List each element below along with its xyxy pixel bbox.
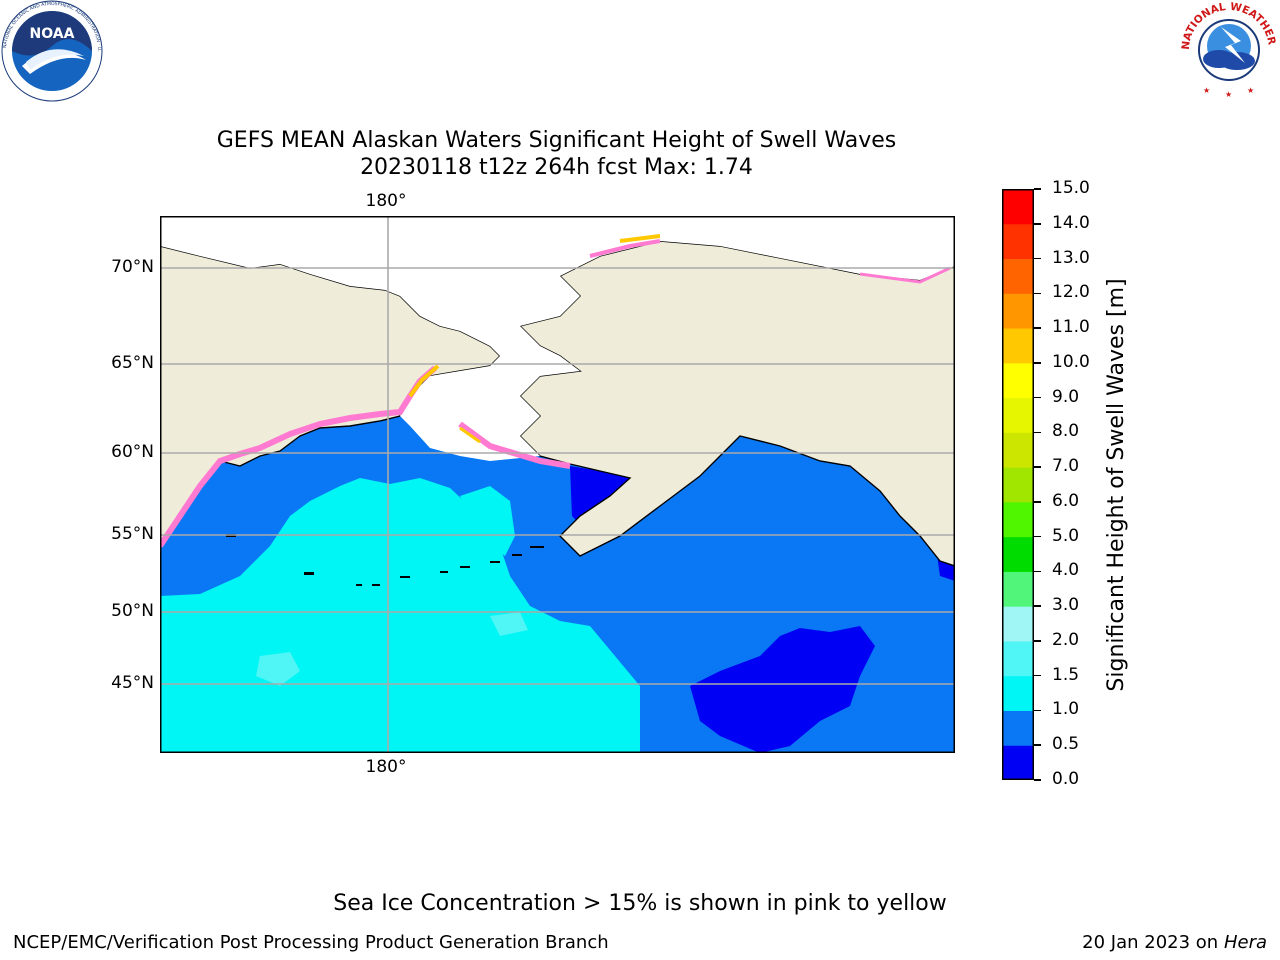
colorbar bbox=[1002, 189, 1034, 781]
colorbar-tick-mark bbox=[1034, 362, 1041, 364]
colorbar-tick-label: 5.0 bbox=[1052, 525, 1080, 546]
colorbar-segment bbox=[1002, 362, 1034, 399]
colorbar-tick-mark bbox=[1034, 570, 1041, 573]
sea-ice-note: Sea Ice Concentration > 15% is shown in … bbox=[333, 891, 947, 916]
footer-date-text: 20 Jan 2023 on bbox=[1082, 932, 1224, 953]
graticule bbox=[160, 216, 955, 753]
colorbar-segment bbox=[1002, 571, 1034, 607]
lat-label-45n: 45°N bbox=[111, 673, 154, 693]
colorbar-title: Significant Height of Swell Waves [m] bbox=[1104, 278, 1129, 692]
svg-text:★: ★ bbox=[1203, 86, 1210, 95]
colorbar-tick-mark bbox=[1034, 640, 1041, 642]
noaa-logo: NOAA NATIONAL OCEANIC AND ATMOSPHERIC AD… bbox=[0, 0, 104, 104]
colorbar-tick-mark bbox=[1034, 396, 1041, 399]
lon-label-top: 180° bbox=[365, 191, 407, 211]
colorbar-tick-mark bbox=[1034, 535, 1041, 538]
colorbar-segment bbox=[1002, 432, 1034, 468]
colorbar-tick-mark bbox=[1034, 292, 1041, 295]
footer-machine: Hera bbox=[1223, 932, 1267, 953]
sea-ice-region bbox=[160, 216, 955, 461]
nws-logo: NATIONAL WEATHER SERVICE ★ ★ ★ bbox=[1175, 0, 1279, 99]
colorbar-tick-label: 11.0 bbox=[1052, 317, 1090, 338]
colorbar-segment bbox=[1002, 745, 1034, 781]
lat-label-60n: 60°N bbox=[111, 442, 154, 462]
lat-label-65n: 65°N bbox=[111, 353, 154, 373]
colorbar-tick-mark bbox=[1034, 188, 1041, 190]
footer-date: 20 Jan 2023 on Hera bbox=[1082, 932, 1267, 953]
lat-label-50n: 50°N bbox=[111, 601, 154, 621]
colorbar-tick-mark bbox=[1034, 779, 1041, 781]
colorbar-tick-mark bbox=[1034, 674, 1041, 677]
colorbar-tick-label: 1.0 bbox=[1052, 699, 1080, 720]
colorbar-segment bbox=[1002, 501, 1034, 538]
colorbar-tick-label: 0.5 bbox=[1052, 734, 1080, 755]
colorbar-segment bbox=[1002, 189, 1034, 225]
colorbar-tick-mark bbox=[1034, 501, 1041, 503]
colorbar-tick-mark bbox=[1034, 257, 1041, 260]
colorbar-segment bbox=[1002, 606, 1034, 642]
colorbar-tick-label: 2.0 bbox=[1052, 629, 1080, 650]
colorbar-tick-label: 8.0 bbox=[1052, 421, 1080, 442]
ocean-swell-0.0-0.5 bbox=[690, 626, 875, 753]
colorbar-tick-mark bbox=[1034, 744, 1041, 746]
colorbar-tick-label: 1.5 bbox=[1052, 664, 1080, 685]
colorbar-tick-mark bbox=[1034, 431, 1041, 434]
svg-text:★: ★ bbox=[1247, 86, 1254, 95]
sea-ice-edge bbox=[160, 365, 437, 548]
map-panel bbox=[160, 216, 955, 753]
colorbar-tick-label: 7.0 bbox=[1052, 456, 1080, 477]
chart-subtitle: 20230118 t12z 264h fcst Max: 1.74 bbox=[360, 155, 753, 180]
colorbar-segment bbox=[1002, 328, 1034, 364]
lon-label-bottom: 180° bbox=[365, 757, 407, 777]
colorbar-tick-mark bbox=[1034, 605, 1041, 607]
colorbar-tick-label: 12.0 bbox=[1052, 282, 1090, 303]
colorbar-segment bbox=[1002, 536, 1034, 572]
colorbar-tick-label: 9.0 bbox=[1052, 386, 1080, 407]
colorbar-segment bbox=[1002, 467, 1034, 503]
colorbar-segment bbox=[1002, 258, 1034, 294]
svg-text:NOAA: NOAA bbox=[30, 26, 75, 42]
lat-label-55n: 55°N bbox=[111, 524, 154, 544]
svg-text:★: ★ bbox=[1225, 90, 1232, 99]
chart-title: GEFS MEAN Alaskan Waters Significant Hei… bbox=[216, 128, 897, 153]
colorbar-segment bbox=[1002, 397, 1034, 433]
colorbar-tick-label: 0.0 bbox=[1052, 769, 1080, 789]
colorbar-tick-label: 3.0 bbox=[1052, 595, 1080, 616]
footer-credit: NCEP/EMC/Verification Post Processing Pr… bbox=[13, 932, 609, 953]
colorbar-tick-label: 10.0 bbox=[1052, 351, 1090, 372]
colorbar-segment bbox=[1002, 223, 1034, 260]
colorbar-tick-label: 15.0 bbox=[1052, 178, 1090, 198]
colorbar-segment bbox=[1002, 710, 1034, 746]
colorbar-tick-label: 13.0 bbox=[1052, 247, 1090, 268]
colorbar-tick-mark bbox=[1034, 709, 1041, 712]
colorbar-tick-label: 14.0 bbox=[1052, 212, 1090, 233]
colorbar-tick-mark bbox=[1034, 466, 1041, 468]
lat-label-70n: 70°N bbox=[111, 257, 154, 277]
colorbar-segment bbox=[1002, 675, 1034, 711]
colorbar-segment bbox=[1002, 640, 1034, 677]
colorbar-tick-label: 4.0 bbox=[1052, 560, 1080, 581]
colorbar-tick-label: 6.0 bbox=[1052, 490, 1080, 511]
colorbar-tick-mark bbox=[1034, 327, 1041, 329]
colorbar-segment bbox=[1002, 293, 1034, 329]
colorbar-tick-mark bbox=[1034, 223, 1041, 225]
